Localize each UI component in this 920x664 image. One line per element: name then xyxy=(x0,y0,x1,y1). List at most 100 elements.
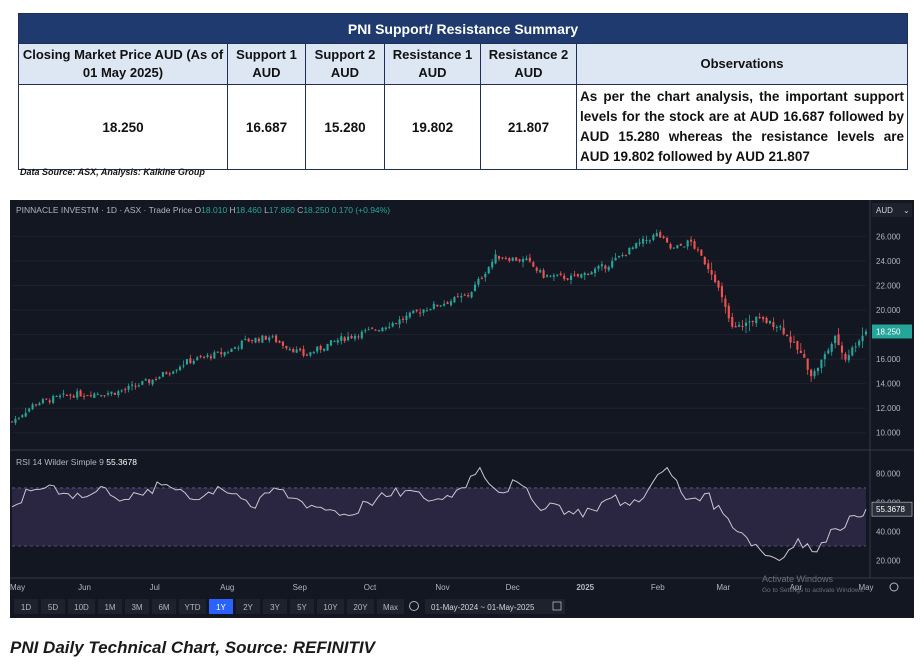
candle-body xyxy=(127,385,130,390)
value-support-1: 16.687 xyxy=(227,84,306,170)
range-button-ytd[interactable] xyxy=(179,599,206,614)
range-button-label[interactable]: 10D xyxy=(74,603,89,612)
range-button-label[interactable]: 1D xyxy=(21,603,31,612)
range-button-label[interactable]: Max xyxy=(383,603,398,612)
candle-body xyxy=(360,331,363,339)
candle-body xyxy=(700,249,703,256)
candlestick-series xyxy=(10,229,868,426)
candle-body xyxy=(237,347,240,349)
calendar-icon[interactable] xyxy=(552,601,562,611)
range-button-label[interactable]: 5D xyxy=(48,603,58,612)
candle-body xyxy=(292,349,295,353)
candle-body xyxy=(113,393,116,395)
candle-body xyxy=(182,365,185,367)
candle-body xyxy=(635,243,638,249)
candle-body xyxy=(254,337,257,343)
chevron-down-icon[interactable]: ⌄ xyxy=(903,206,910,215)
currency-label[interactable]: AUD xyxy=(876,206,893,215)
candle-body xyxy=(607,266,610,271)
table-title: PNI Support/ Resistance Summary xyxy=(17,13,909,44)
range-button-1d[interactable] xyxy=(14,599,38,614)
range-button-10d[interactable] xyxy=(68,599,95,614)
candle-body xyxy=(456,296,459,298)
candle-body xyxy=(799,350,802,354)
candle-body xyxy=(696,249,700,251)
candle-body xyxy=(216,351,219,353)
range-button-10y[interactable] xyxy=(317,599,344,614)
candle-body xyxy=(810,369,813,377)
range-button-label[interactable]: 10Y xyxy=(323,603,338,612)
candle-body xyxy=(124,389,127,391)
range-button-label[interactable]: 6M xyxy=(158,603,169,612)
candle-body xyxy=(628,247,631,255)
candle-body xyxy=(738,324,741,327)
range-button-3m[interactable] xyxy=(125,599,149,614)
candle-body xyxy=(48,400,51,403)
candle-body xyxy=(264,335,267,340)
chart-svg[interactable]: 10.00012.00014.00016.00018.00020.00022.0… xyxy=(10,200,914,618)
candle-body xyxy=(175,369,178,371)
candle-body xyxy=(340,336,343,341)
rsi-value-label: 55.3678 xyxy=(876,505,905,514)
candle-body xyxy=(748,321,751,323)
rsi-tick-label: 40.000 xyxy=(876,527,901,536)
candle-body xyxy=(683,246,686,248)
settings-gear-icon[interactable] xyxy=(889,582,899,592)
currency-selector[interactable] xyxy=(872,203,912,217)
range-button-3y[interactable] xyxy=(263,599,287,614)
range-button-5d[interactable] xyxy=(41,599,65,614)
candle-body xyxy=(837,334,840,346)
candle-body xyxy=(405,315,408,320)
range-button-label[interactable]: 2Y xyxy=(243,603,253,612)
candle-body xyxy=(532,262,535,267)
rsi-legend: RSI 14 Wilder Simple 9 55.3678 xyxy=(16,457,137,467)
time-tick-label: Feb xyxy=(651,583,665,592)
range-button-label[interactable]: YTD xyxy=(185,603,201,612)
candle-body xyxy=(206,355,209,358)
range-button-5y[interactable] xyxy=(290,599,314,614)
range-button-1y[interactable] xyxy=(209,599,233,614)
candle-body xyxy=(666,237,669,243)
candle-body xyxy=(419,312,422,314)
candle-body xyxy=(425,310,429,312)
settings-gear-icon[interactable] xyxy=(409,601,419,611)
candle-body xyxy=(789,336,792,343)
candle-body xyxy=(830,343,833,352)
activate-windows-hint: Go to Settings to activate Windows. xyxy=(762,587,865,594)
candle-body xyxy=(604,265,607,269)
candle-body xyxy=(117,391,120,396)
range-button-6m[interactable] xyxy=(152,599,176,614)
candle-body xyxy=(467,295,470,297)
candle-body xyxy=(645,240,648,242)
range-button-label[interactable]: 5Y xyxy=(297,603,307,612)
candle-body xyxy=(569,275,573,280)
time-tick-label: May xyxy=(858,583,873,592)
candle-body xyxy=(580,274,583,278)
date-range-label[interactable]: 01-May-2024 ~ 01-May-2025 xyxy=(431,603,535,612)
candle-body xyxy=(374,329,377,331)
candle-body xyxy=(381,327,384,332)
price-chart-panel[interactable]: 10.00012.00014.00016.00018.00020.00022.0… xyxy=(10,200,914,618)
range-button-1m[interactable] xyxy=(98,599,122,614)
range-button-20y[interactable] xyxy=(347,599,374,614)
range-button-label[interactable]: 1M xyxy=(104,603,115,612)
candle-body xyxy=(151,379,154,385)
candle-body xyxy=(316,346,319,352)
date-range-picker[interactable] xyxy=(425,599,565,614)
candle-body xyxy=(847,355,850,361)
range-button-2y[interactable] xyxy=(236,599,260,614)
range-button-label[interactable]: 3M xyxy=(131,603,142,612)
range-button-max[interactable] xyxy=(377,599,404,614)
candle-body xyxy=(484,273,487,278)
candle-body xyxy=(823,354,826,360)
range-button-label[interactable]: 20Y xyxy=(353,603,368,612)
header-support-2: Support 2 AUD xyxy=(305,43,385,85)
candle-body xyxy=(10,421,14,423)
candle-body xyxy=(65,395,68,397)
candle-body xyxy=(731,317,734,327)
candle-body xyxy=(652,234,655,240)
range-button-label[interactable]: 3Y xyxy=(270,603,280,612)
range-button-label[interactable]: 1Y xyxy=(216,603,226,612)
candle-body xyxy=(137,385,140,387)
candle-body xyxy=(508,258,511,261)
